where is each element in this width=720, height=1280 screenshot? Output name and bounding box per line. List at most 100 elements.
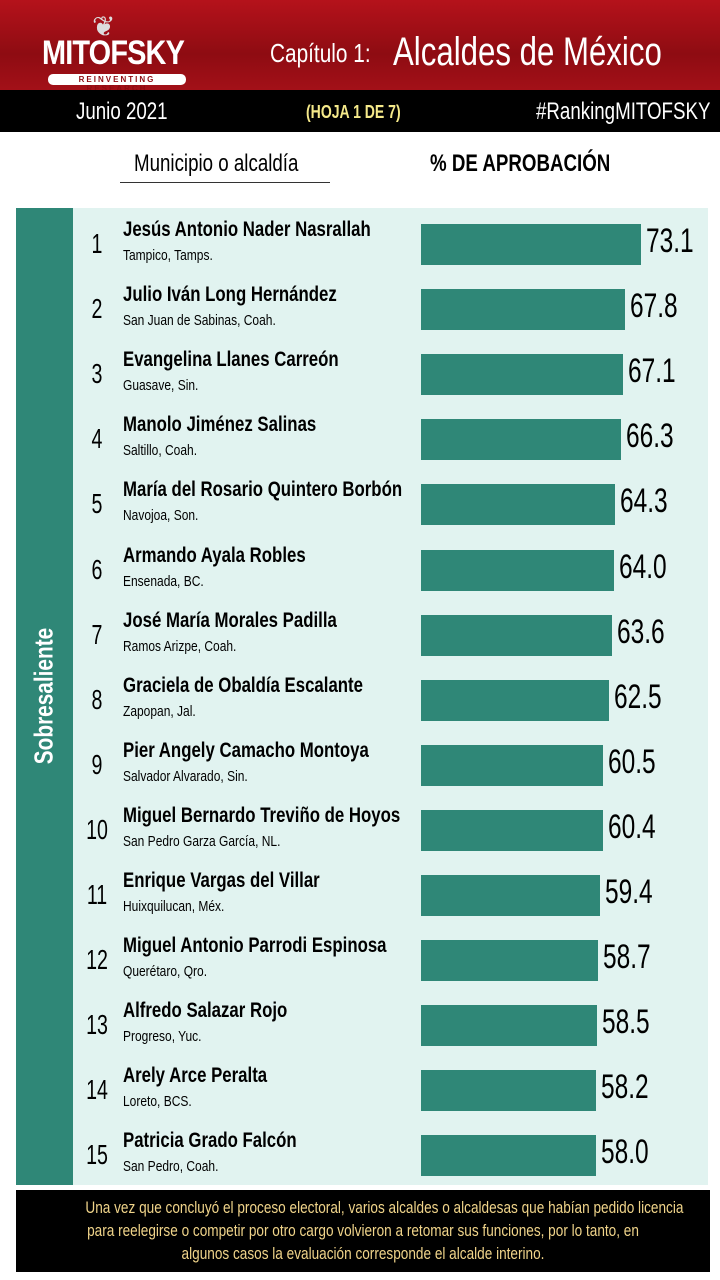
approval-bar — [421, 1005, 598, 1047]
approval-value: 58.7 — [602, 938, 651, 977]
approval-bar — [421, 875, 600, 916]
table-row: 8 Graciela de Obaldía Escalante Zapopan, J… — [73, 664, 708, 729]
municipality: Ramos Arizpe, Coah. — [123, 637, 237, 655]
rank-number: 9 — [91, 748, 103, 780]
table-row: 9 Pier Angely Camacho Montoya Salvador Alv… — [73, 729, 708, 794]
footnote-line: para reelegirse o competir por otro carg… — [87, 1221, 639, 1240]
mayor-name: Julio Iván Long Hernández — [123, 283, 337, 307]
rank-number: 15 — [86, 1139, 108, 1171]
rank-number: 6 — [91, 553, 103, 585]
date-label: Junio 2021 — [76, 98, 168, 125]
approval-value: 58.0 — [600, 1133, 649, 1172]
approval-bar — [421, 354, 623, 396]
rank-number: 1 — [91, 228, 103, 259]
rank-number: 8 — [91, 683, 103, 715]
municipality: Guasave, Sin. — [123, 377, 199, 395]
rank-number: 10 — [86, 813, 108, 845]
table-row: 15 Patricia Grado Falcón San Pedro, Coah. 5… — [73, 1119, 708, 1184]
rank-number: 4 — [91, 423, 103, 455]
municipality: Loreto, BCS. — [123, 1093, 192, 1111]
table-row: 4 Manolo Jiménez Salinas Saltillo, Coah. 66… — [73, 403, 708, 468]
municipality: Huixquilucan, Méx. — [123, 898, 225, 915]
category-sidebar — [16, 208, 73, 1185]
table-row: 14 Arely Arce Peralta Loreto, BCS. 58.2 — [73, 1054, 708, 1119]
table-row: 6 Armando Ayala Robles Ensenada, BC. 64.0 — [73, 534, 708, 599]
approval-bar — [421, 484, 615, 526]
approval-value: 59.4 — [604, 873, 653, 911]
mayor-name: Manolo Jiménez Salinas — [123, 413, 317, 437]
approval-value: 73.1 — [646, 222, 694, 260]
approval-value: 66.3 — [625, 417, 674, 456]
municipality: San Juan de Sabinas, Coah. — [123, 312, 276, 330]
page-title: Alcaldes de México — [393, 30, 662, 74]
approval-value: 60.4 — [607, 807, 656, 846]
municipality: San Pedro, Coah. — [123, 1158, 219, 1176]
rank-number: 7 — [91, 618, 103, 650]
approval-bar — [421, 1135, 596, 1177]
approval-bar — [421, 419, 621, 461]
logo-bird-icon: ❦ — [92, 11, 116, 42]
mayor-name: Miguel Bernardo Treviño de Hoyos — [123, 803, 401, 827]
approval-value: 67.1 — [627, 352, 676, 391]
table-row: 5 María del Rosario Quintero Borbón Navojo… — [73, 468, 708, 533]
approval-value: 63.6 — [617, 612, 666, 651]
mayor-name: Graciela de Obaldía Escalante — [123, 673, 363, 697]
approval-value: 64.0 — [618, 547, 667, 586]
table-row: 3 Evangelina Llanes Carreón Guasave, Sin. 6… — [73, 338, 708, 403]
mayor-name: Enrique Vargas del Villar — [123, 869, 320, 892]
footnote-line: algunos casos la evaluación corresponde … — [181, 1244, 545, 1263]
approval-bar — [421, 809, 603, 851]
column-header-municipio: Municipio o alcaldía — [134, 150, 299, 177]
table-row: 12 Miguel Antonio Parrodi Espinosa Queréta… — [73, 924, 708, 989]
rank-number: 14 — [86, 1074, 108, 1106]
rank-number: 12 — [86, 944, 108, 976]
approval-value: 58.5 — [602, 1003, 650, 1042]
approval-bar — [421, 940, 598, 982]
municipality: Ensenada, BC. — [123, 572, 204, 590]
footnote-line: Una vez que concluyó el proceso electora… — [85, 1198, 684, 1217]
mayor-name: José María Morales Padilla — [123, 608, 337, 632]
table-row: 13 Alfredo Salazar Rojo Progreso, Yuc. 58.5 — [73, 989, 708, 1054]
municipality: Saltillo, Coah. — [123, 442, 198, 460]
municipality: Tampico, Tamps. — [123, 247, 213, 264]
municipality: Salvador Alvarado, Sin. — [123, 767, 248, 785]
municipality: San Pedro Garza García, NL. — [123, 832, 281, 850]
footnote: Una vez que concluyó el proceso electora… — [16, 1190, 710, 1272]
approval-value: 60.5 — [608, 742, 656, 781]
approval-bar — [421, 744, 604, 786]
mayor-name: Miguel Antonio Parrodi Espinosa — [123, 934, 387, 958]
approval-bar — [421, 549, 614, 591]
table-row: 7 José María Morales Padilla Ramos Arizpe,… — [73, 599, 708, 664]
rank-number: 13 — [86, 1009, 108, 1041]
approval-bar — [421, 224, 642, 265]
table-row: 11 Enrique Vargas del Villar Huixquilucan,… — [73, 859, 708, 924]
mayor-name: Patricia Grado Falcón — [123, 1129, 297, 1153]
rank-number: 5 — [91, 488, 103, 520]
approval-bar — [421, 679, 610, 721]
municipality: Zapopan, Jal. — [123, 702, 196, 720]
sheet-label: (HOJA 1 DE 7) — [306, 102, 401, 122]
chapter-label: Capítulo 1: — [270, 38, 371, 68]
header-underline — [120, 182, 330, 183]
municipality: Querétaro, Qro. — [123, 963, 208, 981]
mayor-name: Evangelina Llanes Carreón — [123, 348, 339, 372]
table-row: 10 Miguel Bernardo Treviño de Hoyos San Pe… — [73, 794, 708, 859]
mayor-name: Pier Angely Camacho Montoya — [123, 738, 369, 762]
rank-number: 3 — [91, 358, 103, 390]
category-label: Sobresaliente — [28, 627, 59, 765]
approval-bar — [421, 614, 613, 656]
column-header-approval: % DE APROBACIÓN — [430, 150, 611, 177]
approval-value: 62.5 — [614, 677, 662, 716]
rank-number: 11 — [86, 879, 108, 910]
header-banner: ❦ MITOFSKY REINVENTING RESEARCH Capítulo… — [0, 0, 720, 93]
mayor-name: María del Rosario Quintero Borbón — [123, 478, 403, 502]
mayor-name: Arely Arce Peralta — [123, 1064, 268, 1088]
mayor-name: Alfredo Salazar Rojo — [123, 999, 288, 1023]
municipality: Progreso, Yuc. — [123, 1028, 202, 1046]
hashtag-label: #RankingMITOFSKY — [536, 98, 711, 125]
approval-value: 67.8 — [630, 287, 678, 326]
approval-bar — [421, 1070, 597, 1112]
rank-number: 2 — [91, 293, 103, 325]
mayor-name: Jesús Antonio Nader Nasrallah — [123, 218, 371, 241]
logo-tagline: REINVENTING RESEARCH — [48, 74, 186, 93]
